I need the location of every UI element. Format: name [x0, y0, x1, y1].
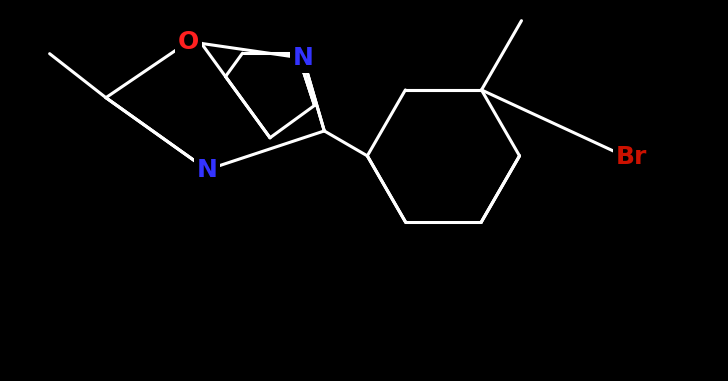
Text: O: O: [178, 30, 199, 54]
Text: Br: Br: [616, 144, 647, 168]
Text: N: N: [197, 158, 218, 182]
Text: N: N: [293, 46, 314, 70]
